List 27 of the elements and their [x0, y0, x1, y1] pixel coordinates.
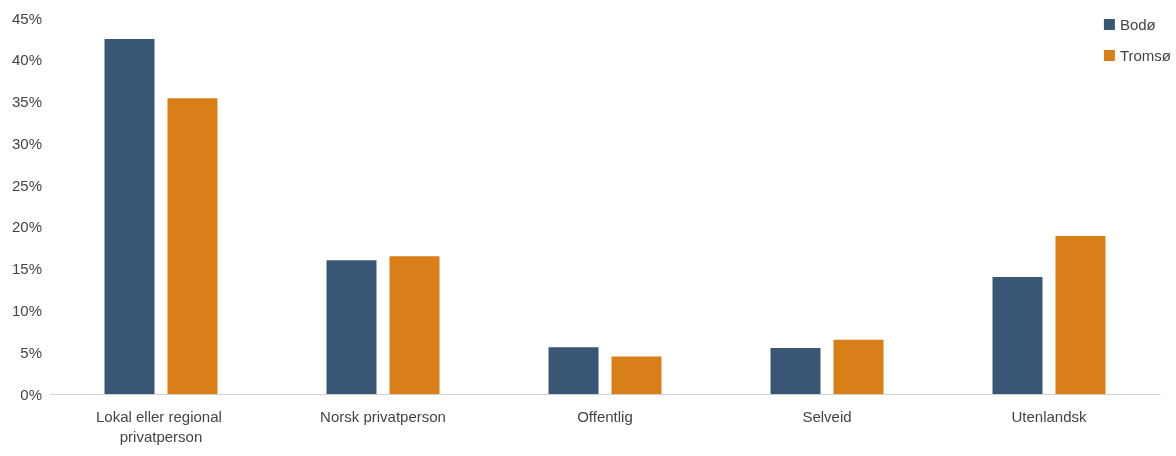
- y-tick-label: 25%: [11, 176, 42, 194]
- y-tick-label: 0%: [20, 385, 42, 403]
- y-tick-label: 10%: [11, 301, 42, 319]
- x-tick-label: Utenlandsk: [1011, 407, 1088, 425]
- bar: [833, 339, 884, 394]
- bar: [770, 348, 821, 394]
- bar: [167, 98, 218, 394]
- bar: [548, 347, 599, 394]
- y-tick-label: 5%: [20, 343, 42, 361]
- bar: [611, 356, 662, 394]
- y-tick-label: 40%: [11, 51, 42, 69]
- bar: [104, 38, 155, 394]
- x-tick-label: Offentlig: [577, 407, 633, 425]
- legend-label: Tromsø: [1119, 47, 1172, 64]
- x-tick-label: Selveid: [802, 407, 852, 425]
- y-tick-label: 30%: [11, 134, 42, 152]
- bar: [1055, 236, 1106, 394]
- y-tick-label: 35%: [11, 93, 42, 111]
- y-tick-label: 15%: [11, 260, 42, 278]
- bar: [389, 256, 440, 394]
- x-tick-label: Norsk privatperson: [320, 407, 446, 425]
- y-tick-label: 20%: [11, 218, 42, 236]
- y-tick-label: 45%: [11, 9, 42, 27]
- x-tick-label: Lokal eller regional privatperson: [95, 407, 227, 445]
- bar: [326, 260, 377, 394]
- legend-label: Bodø: [1119, 16, 1156, 33]
- bar: [992, 277, 1043, 394]
